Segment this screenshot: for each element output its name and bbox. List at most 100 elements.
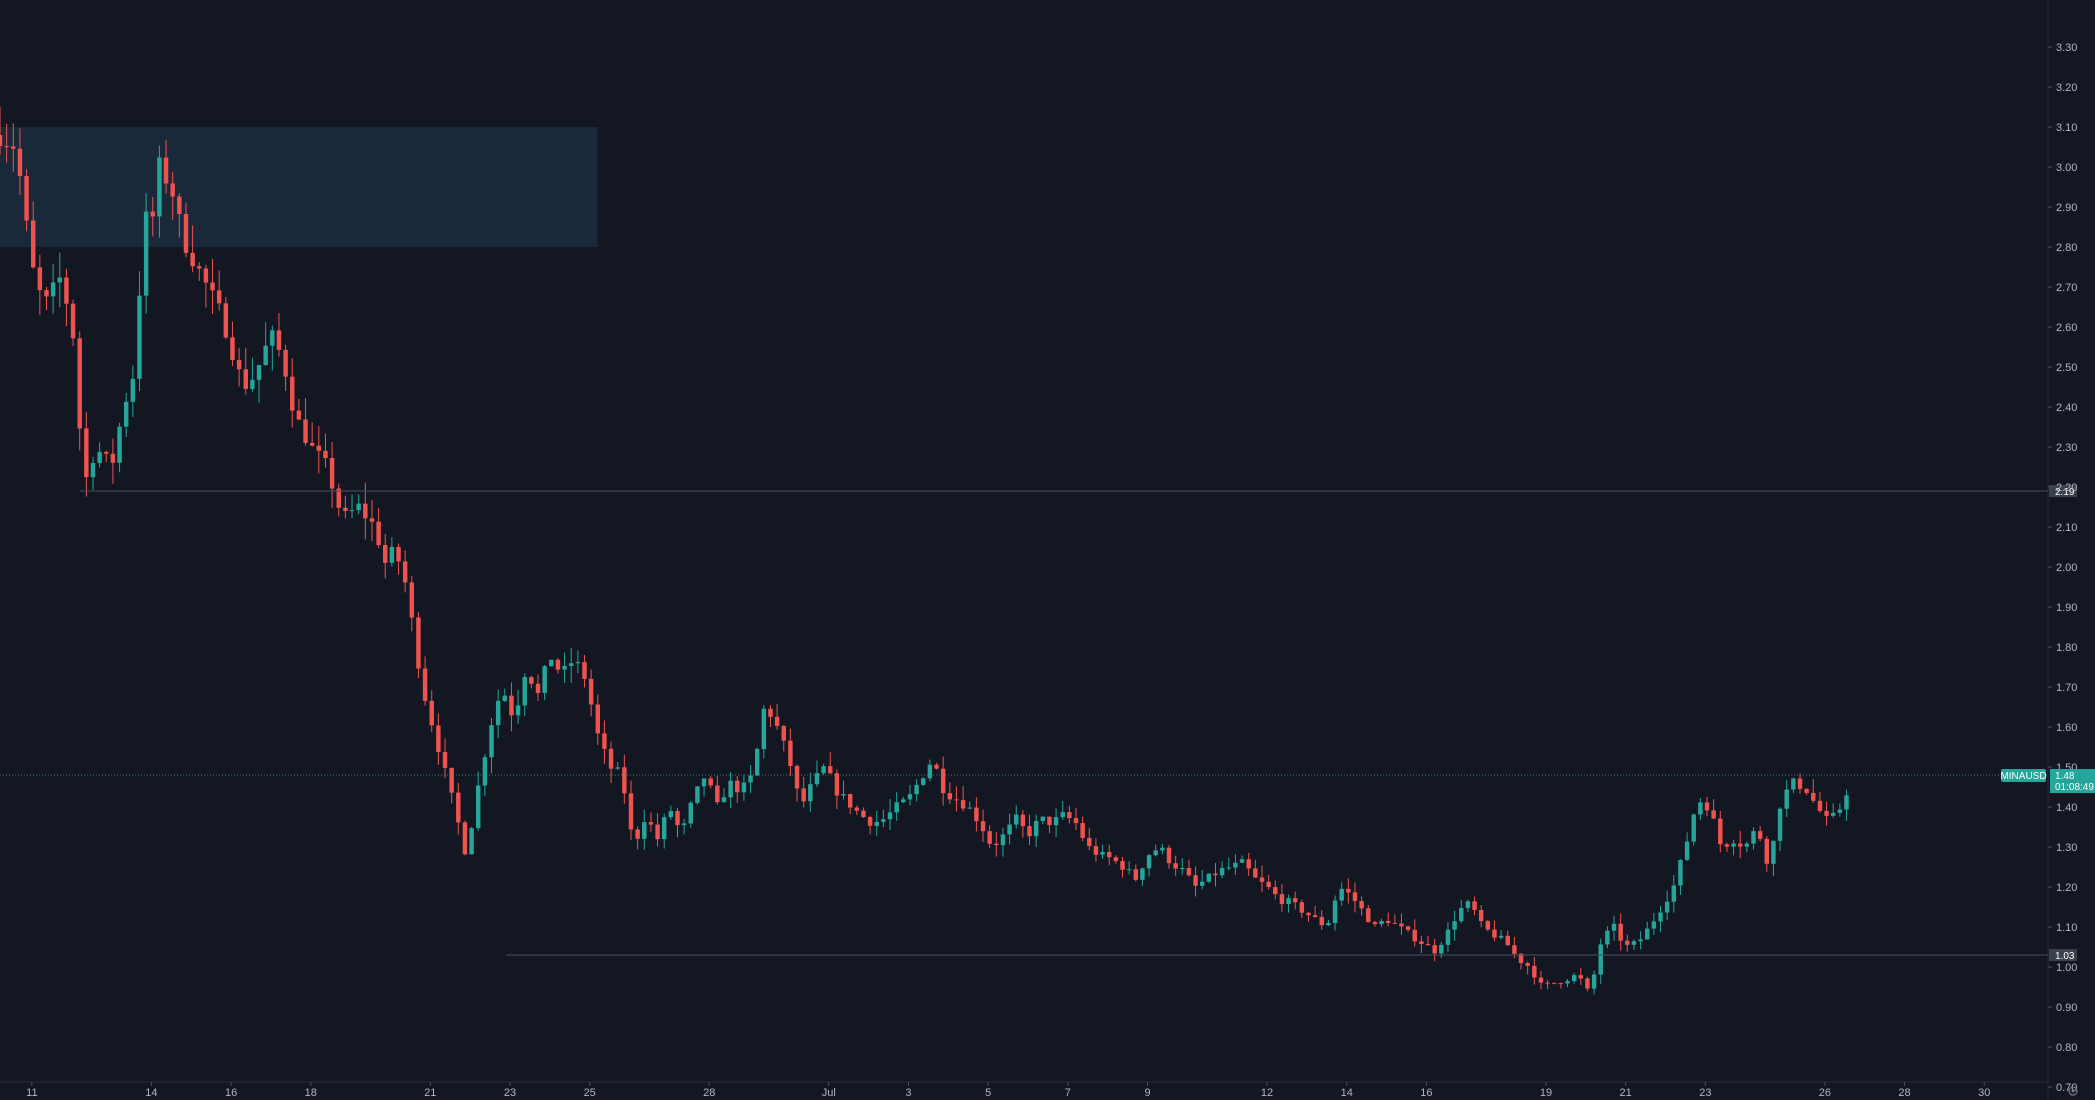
candle-body bbox=[1140, 868, 1145, 880]
candle-body bbox=[1724, 844, 1730, 847]
candle-body bbox=[555, 659, 561, 670]
candle-body bbox=[363, 503, 368, 519]
time-tick-label: 21 bbox=[424, 1087, 436, 1099]
candle-body bbox=[1671, 885, 1677, 902]
time-tick-label: 16 bbox=[225, 1087, 237, 1099]
candle-body bbox=[1492, 929, 1497, 938]
time-tick-label: 14 bbox=[145, 1087, 157, 1099]
candle-body bbox=[429, 700, 434, 726]
candle-body bbox=[781, 725, 786, 741]
last-price-badge-bg bbox=[2050, 769, 2095, 793]
price-tick-label: 2.00 bbox=[2056, 562, 2077, 574]
candle-body bbox=[1259, 877, 1265, 882]
candle-body bbox=[70, 303, 76, 339]
candle-body bbox=[163, 157, 169, 184]
price-tick-label: 1.00 bbox=[2056, 962, 2077, 974]
price-tick-label: 1.90 bbox=[2056, 602, 2077, 614]
candle-body bbox=[615, 767, 620, 769]
candle-body bbox=[456, 792, 461, 823]
candle-body bbox=[110, 453, 116, 463]
candle-body bbox=[30, 220, 36, 268]
candle-body bbox=[1292, 898, 1298, 903]
price-tick-label: 2.40 bbox=[2056, 402, 2077, 414]
candle-body bbox=[1186, 867, 1192, 876]
candle-body bbox=[1704, 802, 1710, 811]
candle-body bbox=[901, 799, 906, 803]
candle-body bbox=[582, 662, 587, 679]
candle-body bbox=[954, 799, 959, 801]
candle-body bbox=[137, 295, 142, 379]
candle-body bbox=[1213, 873, 1218, 876]
candle-body bbox=[748, 775, 753, 783]
candle-body bbox=[24, 176, 29, 221]
candle-body bbox=[436, 725, 441, 753]
hlines-layer: 2.19 1.03 bbox=[0, 485, 2077, 962]
candle-body bbox=[1711, 810, 1716, 819]
candles-layer bbox=[0, 106, 1849, 995]
candle-body bbox=[735, 780, 740, 793]
candle-body bbox=[1751, 831, 1756, 844]
candle-body bbox=[1146, 855, 1152, 869]
candle-body bbox=[296, 410, 302, 420]
candle-body bbox=[635, 829, 640, 839]
time-tick-label: 28 bbox=[1898, 1087, 1910, 1099]
candle-body bbox=[1126, 869, 1132, 871]
candle-body bbox=[1299, 902, 1305, 913]
symbol-label: MINAUSD bbox=[2000, 771, 2046, 782]
level-tag-bg-1 bbox=[2049, 949, 2077, 961]
candle-body bbox=[1478, 909, 1484, 922]
candle-body bbox=[741, 782, 747, 793]
price-tick-label: 0.90 bbox=[2056, 1002, 2077, 1014]
candle-body bbox=[681, 823, 687, 826]
candle-body bbox=[715, 785, 720, 803]
candle-body bbox=[1173, 863, 1178, 869]
candle-body bbox=[1093, 846, 1099, 855]
candle-body bbox=[1160, 847, 1165, 851]
candle-body bbox=[675, 811, 680, 826]
current-price-tag[interactable]: MINAUSD 1.48 01:08:49 bbox=[2000, 769, 2095, 793]
time-axis[interactable]: 11 14 16 18 21 23 25 28 Jul 3 5 7 9 12 14 16 19 21 23 26 28 3… bbox=[0, 1081, 2048, 1099]
candle-body bbox=[887, 812, 893, 820]
candle-body bbox=[1352, 892, 1358, 902]
candle-body bbox=[721, 797, 727, 803]
candle-body bbox=[1804, 788, 1809, 793]
candle-body bbox=[801, 788, 806, 802]
candle-body bbox=[894, 802, 899, 813]
candle-body bbox=[808, 784, 813, 802]
candle-body bbox=[1219, 868, 1225, 876]
candle-body bbox=[1512, 945, 1517, 954]
price-tick-label: 2.70 bbox=[2056, 282, 2077, 294]
candle-body bbox=[1027, 826, 1032, 837]
candle-body bbox=[960, 800, 966, 809]
settings-gear-icon[interactable] bbox=[2068, 1086, 2078, 1096]
time-tick-label: 28 bbox=[703, 1087, 715, 1099]
time-tick-label: 30 bbox=[1978, 1087, 1990, 1099]
time-tick-label: 14 bbox=[1341, 1087, 1353, 1099]
time-tick-label: 16 bbox=[1420, 1087, 1432, 1099]
time-tick-label: Jul bbox=[822, 1087, 836, 1099]
candle-body bbox=[1020, 814, 1026, 827]
candle-body bbox=[416, 617, 421, 669]
price-tick-label: 1.60 bbox=[2056, 722, 2077, 734]
candle-body bbox=[708, 778, 713, 786]
candle-body bbox=[1199, 881, 1205, 886]
candle-body bbox=[874, 821, 879, 826]
candle-body bbox=[1571, 975, 1577, 982]
candle-body bbox=[1837, 809, 1843, 813]
candle-body bbox=[688, 802, 693, 824]
time-tick-label: 12 bbox=[1261, 1087, 1273, 1099]
candle-body bbox=[701, 778, 707, 787]
candle-body bbox=[476, 785, 481, 829]
candle-body bbox=[788, 740, 793, 766]
candle-body bbox=[1100, 851, 1105, 855]
candle-body bbox=[84, 428, 89, 478]
price-tick-label: 0.70 bbox=[2056, 1082, 2077, 1094]
candle-body bbox=[1591, 974, 1597, 989]
candle-body bbox=[1332, 900, 1338, 924]
candle-body bbox=[0, 135, 3, 147]
price-tick-label: 3.20 bbox=[2056, 82, 2077, 94]
candle-body bbox=[834, 773, 840, 796]
candle-body bbox=[1067, 812, 1072, 819]
